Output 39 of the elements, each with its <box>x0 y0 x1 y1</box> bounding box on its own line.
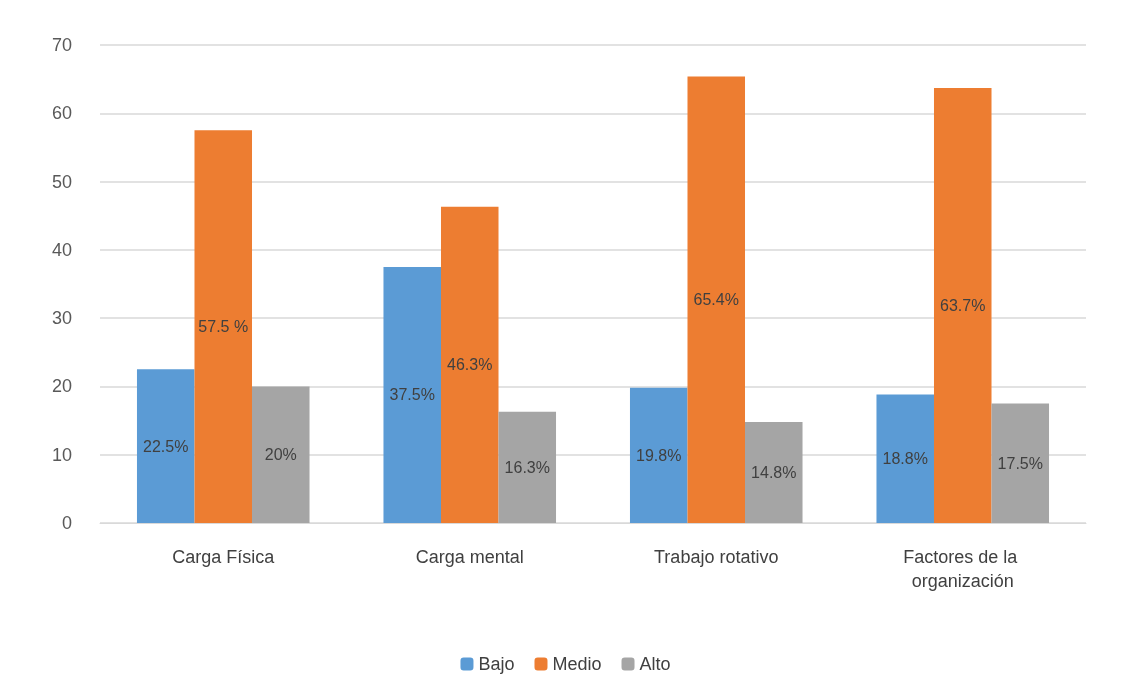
bar <box>745 421 803 523</box>
data-label: 17.5% <box>997 454 1043 472</box>
data-label: 57.5 % <box>198 318 249 336</box>
bar <box>629 387 688 523</box>
y-tick-label: 40 <box>51 239 72 260</box>
data-label: 37.5% <box>389 386 435 404</box>
legend-label: Bajo <box>478 654 515 674</box>
y-tick-label: 20 <box>51 376 72 397</box>
data-label: 16.3% <box>504 458 550 476</box>
y-tick-label: 50 <box>51 171 72 192</box>
y-tick-label: 30 <box>51 308 72 329</box>
bar <box>136 369 195 523</box>
x-tick-label: Carga Física <box>172 547 276 567</box>
y-tick-label: 70 <box>51 35 72 55</box>
bar <box>498 411 557 523</box>
data-label: 18.8% <box>882 450 928 468</box>
data-label: 65.4% <box>693 291 739 309</box>
y-tick-label: 10 <box>51 444 72 465</box>
bar <box>991 403 1050 523</box>
data-label: 63.7% <box>940 297 986 315</box>
data-label: 19.8% <box>636 446 682 464</box>
bar <box>687 76 746 523</box>
bar <box>440 206 499 523</box>
y-tick-label: 60 <box>51 103 72 124</box>
data-label: 20% <box>264 446 297 464</box>
bar <box>876 394 934 523</box>
bar <box>194 130 253 523</box>
data-label: 46.3% <box>447 356 493 374</box>
bar <box>933 88 992 523</box>
x-tick-label: Factores de la organización <box>903 547 1023 591</box>
data-label: 22.5% <box>143 437 189 455</box>
legend-label: Medio <box>552 654 602 674</box>
bar <box>383 266 441 523</box>
x-tick-label: Trabajo rotativo <box>654 547 779 567</box>
x-tick-label: Carga mental <box>415 547 524 567</box>
data-label: 14.8% <box>751 463 797 481</box>
bar <box>252 386 310 523</box>
legend-label: Alto <box>639 654 671 674</box>
y-tick-label: 0 <box>61 513 72 533</box>
